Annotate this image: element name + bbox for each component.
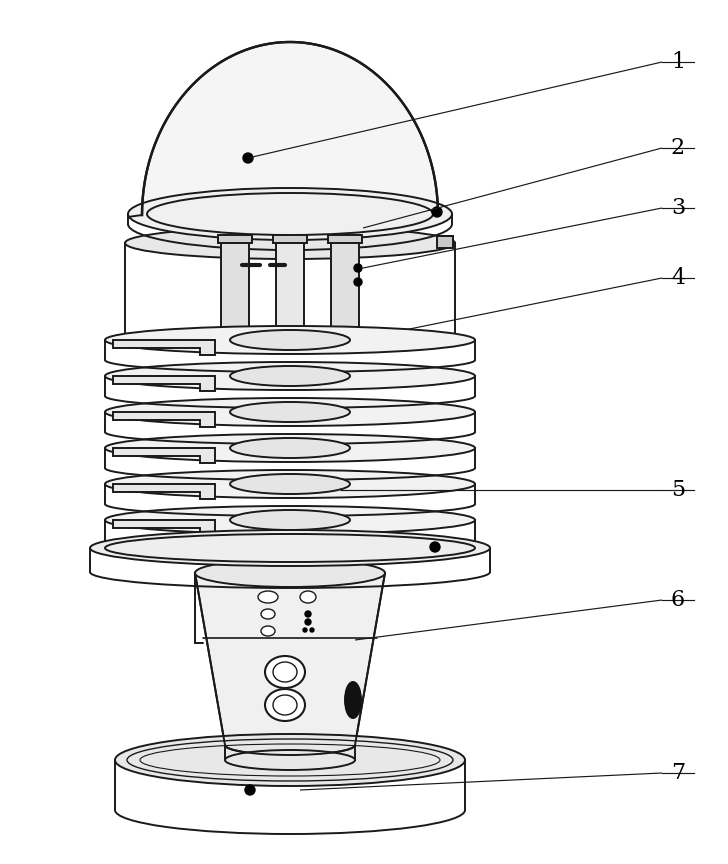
Bar xyxy=(273,235,307,243)
Ellipse shape xyxy=(105,506,475,534)
Text: 1: 1 xyxy=(671,51,685,73)
Ellipse shape xyxy=(300,591,316,603)
Text: 6: 6 xyxy=(671,589,685,611)
Ellipse shape xyxy=(345,682,361,718)
Polygon shape xyxy=(195,573,385,745)
Ellipse shape xyxy=(273,695,297,715)
Ellipse shape xyxy=(105,434,475,462)
Ellipse shape xyxy=(105,470,475,498)
Polygon shape xyxy=(113,520,215,535)
Ellipse shape xyxy=(354,278,362,286)
Ellipse shape xyxy=(230,402,350,422)
Text: 3: 3 xyxy=(671,197,685,219)
Ellipse shape xyxy=(128,188,452,240)
Ellipse shape xyxy=(265,656,305,688)
Ellipse shape xyxy=(354,264,362,272)
Ellipse shape xyxy=(90,530,490,566)
Text: 7: 7 xyxy=(671,762,685,784)
Polygon shape xyxy=(113,412,215,427)
Ellipse shape xyxy=(430,542,440,552)
Ellipse shape xyxy=(225,750,355,770)
Ellipse shape xyxy=(115,734,465,786)
Polygon shape xyxy=(113,376,215,391)
Ellipse shape xyxy=(230,438,350,458)
Ellipse shape xyxy=(230,330,350,350)
Bar xyxy=(276,243,304,340)
Bar xyxy=(331,243,359,340)
Bar xyxy=(437,236,453,248)
Ellipse shape xyxy=(195,559,385,587)
Ellipse shape xyxy=(243,153,253,163)
Ellipse shape xyxy=(265,689,305,721)
Ellipse shape xyxy=(310,628,314,632)
Ellipse shape xyxy=(105,326,475,354)
Ellipse shape xyxy=(261,609,275,619)
Ellipse shape xyxy=(230,510,350,530)
Polygon shape xyxy=(142,42,438,215)
Ellipse shape xyxy=(305,611,311,617)
Text: 4: 4 xyxy=(671,267,685,289)
Ellipse shape xyxy=(245,785,255,795)
Ellipse shape xyxy=(105,362,475,390)
Ellipse shape xyxy=(303,628,307,632)
Ellipse shape xyxy=(305,619,311,625)
Ellipse shape xyxy=(258,591,278,603)
Text: 2: 2 xyxy=(671,137,685,159)
Bar xyxy=(328,235,362,243)
Polygon shape xyxy=(113,340,215,355)
Polygon shape xyxy=(113,448,215,463)
Ellipse shape xyxy=(230,474,350,494)
Ellipse shape xyxy=(432,207,442,217)
Ellipse shape xyxy=(125,227,455,259)
Text: 5: 5 xyxy=(671,479,685,501)
Ellipse shape xyxy=(105,398,475,426)
Polygon shape xyxy=(113,484,215,499)
Ellipse shape xyxy=(273,662,297,682)
Ellipse shape xyxy=(210,328,370,352)
Bar xyxy=(218,235,252,243)
Bar xyxy=(221,243,249,340)
Ellipse shape xyxy=(261,626,275,636)
Ellipse shape xyxy=(230,366,350,386)
